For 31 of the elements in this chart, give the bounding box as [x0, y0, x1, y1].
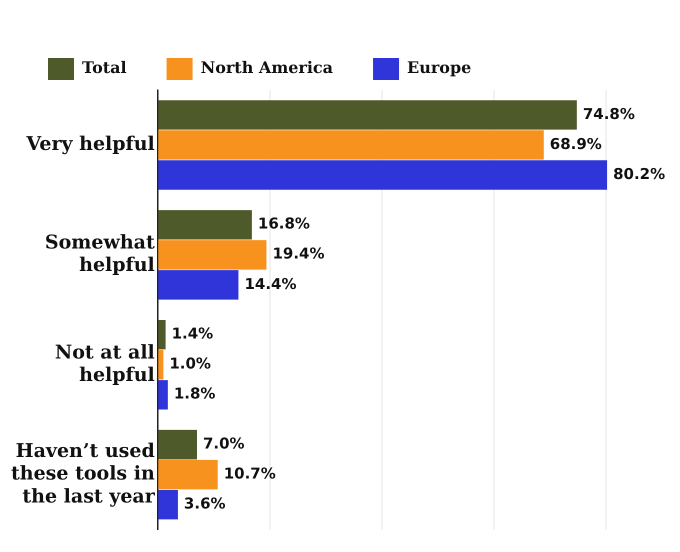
bar	[158, 430, 197, 460]
bar	[158, 490, 178, 520]
bar	[158, 350, 164, 380]
y-tick-label: Somewhat helpful	[44, 231, 155, 276]
data-label: 16.8%	[258, 214, 310, 233]
legend-label: Total	[82, 58, 127, 78]
data-label: 80.2%	[613, 164, 666, 183]
y-tick-label: Very helpful	[25, 132, 155, 155]
y-tick-label: Haven’t used these tools in the last year	[10, 440, 156, 508]
data-label: 3.6%	[184, 494, 226, 513]
data-label: 7.0%	[202, 434, 245, 452]
bar	[158, 130, 544, 160]
legend-label: Europe	[407, 58, 472, 78]
bar	[158, 100, 577, 130]
bar	[158, 380, 168, 410]
data-label: 68.9%	[550, 134, 602, 153]
data-label: 1.4%	[172, 324, 214, 343]
bar	[158, 160, 608, 190]
y-tick-label: Not at all helpful	[54, 341, 155, 386]
legend-label: North America	[200, 58, 334, 78]
data-label: 74.8%	[582, 104, 635, 123]
data-label: 1.8%	[174, 384, 216, 403]
bar	[158, 270, 238, 300]
data-label: 10.7%	[224, 464, 276, 483]
data-label: 19.4%	[272, 244, 324, 263]
data-label: 1.0%	[169, 354, 211, 373]
bar	[158, 320, 166, 350]
bar	[158, 210, 252, 240]
bar	[158, 240, 266, 270]
bar	[158, 460, 218, 490]
data-label: 14.4%	[244, 274, 296, 293]
